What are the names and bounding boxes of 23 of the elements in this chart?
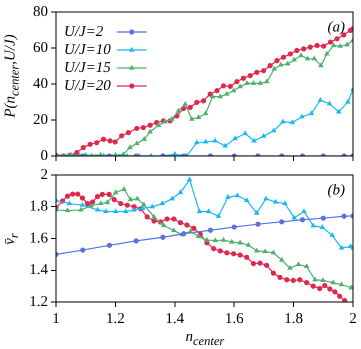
x-tick-label: 1 — [52, 310, 60, 327]
y-tick-label: 1.8 — [29, 198, 48, 215]
legend-label: U/J=10 — [64, 42, 112, 58]
annotation: (a) — [328, 19, 345, 36]
y-tick-label: 20 — [33, 112, 48, 128]
y-tick-label: 1.2 — [29, 294, 48, 310]
y-tick-label: 1.4 — [29, 262, 48, 278]
x-axis-title: n$_{center}$ — [186, 329, 224, 349]
x-tick-label: 1.8 — [284, 310, 303, 327]
x-tick-label: 1.6 — [224, 310, 244, 327]
legend-label: U/J=2 — [64, 24, 104, 40]
x-tick-label: 1.2 — [106, 310, 125, 327]
x-tick-label: 1.4 — [165, 310, 185, 327]
legend-label: U/J=20 — [64, 78, 112, 94]
annotation: (b) — [328, 182, 345, 198]
legend-label: U/J=15 — [64, 60, 112, 76]
y-tick-label: 40 — [33, 76, 48, 92]
y-tick-label: 60 — [33, 40, 48, 56]
x-tick-label: 2 — [349, 310, 357, 327]
y-tick-label: 80 — [33, 4, 48, 20]
y-tick-label: 1.6 — [29, 230, 48, 246]
y-tick-label: 0 — [40, 148, 48, 164]
y-tick-label: 2 — [40, 166, 48, 183]
